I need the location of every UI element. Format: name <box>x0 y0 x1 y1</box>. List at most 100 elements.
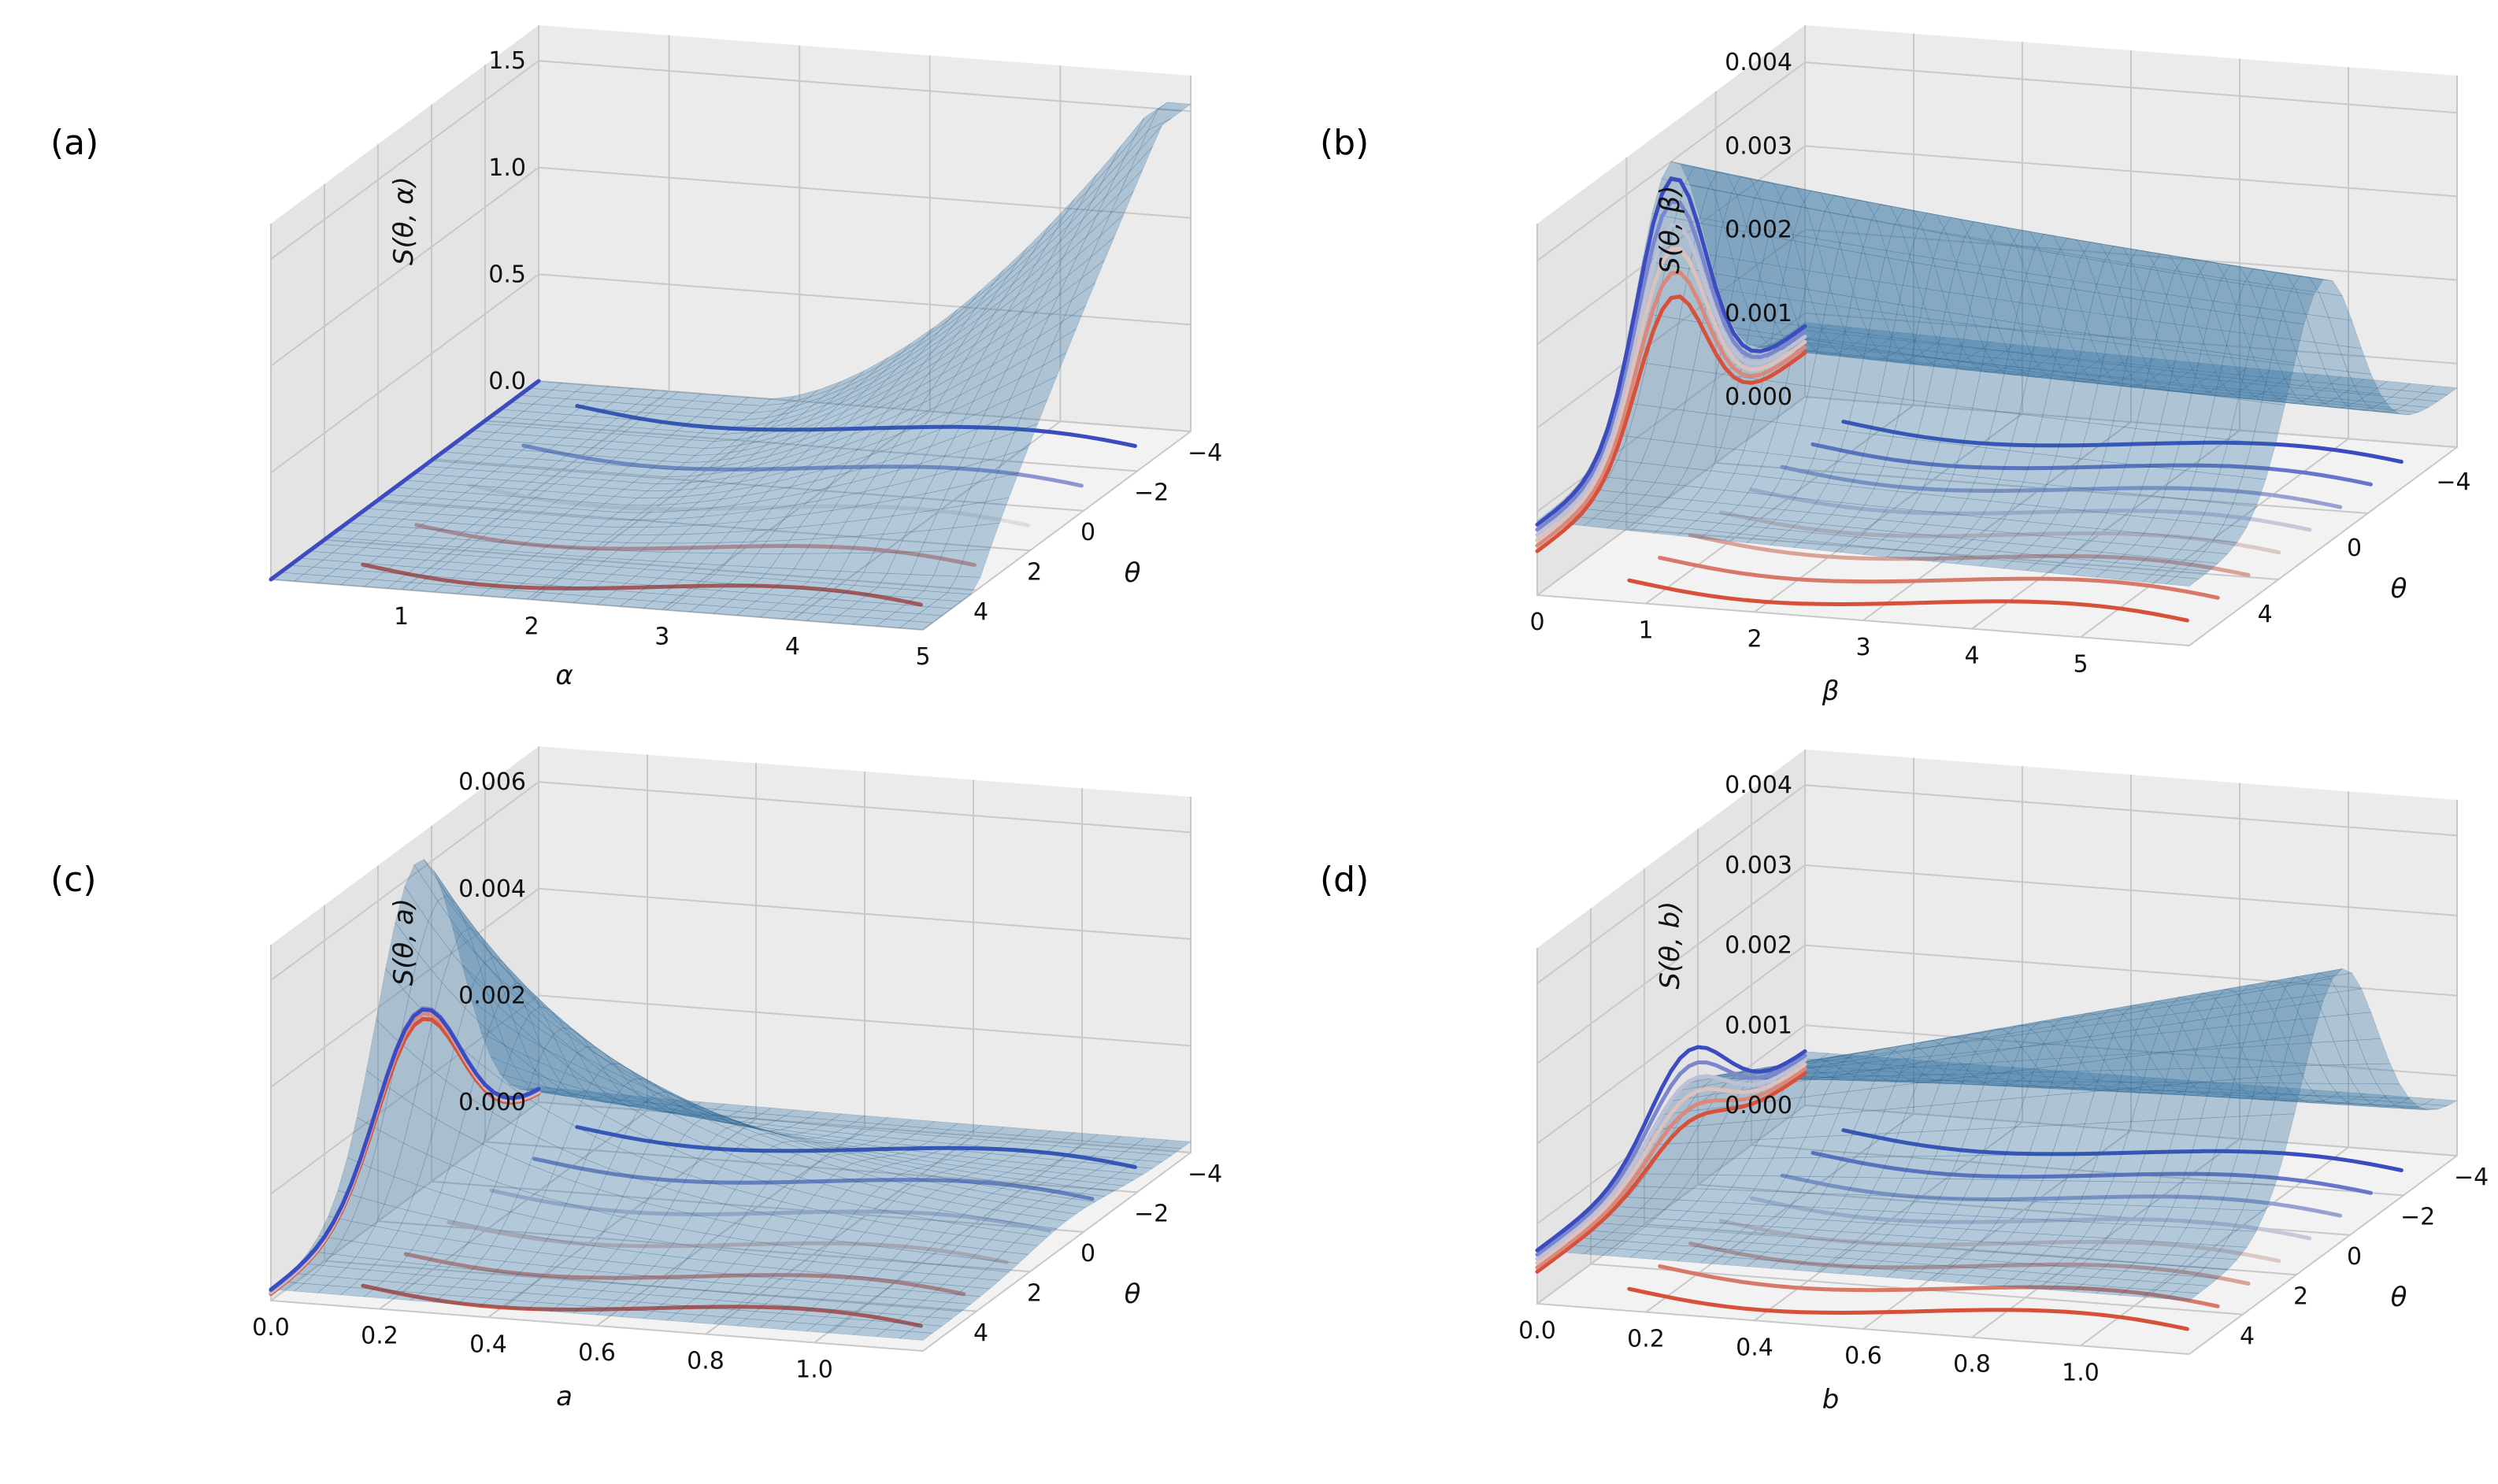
contour-line <box>575 404 1137 448</box>
surface-cell <box>458 547 492 557</box>
y-axis-label: θ <box>2391 1282 2407 1313</box>
surface-cell <box>1091 157 1125 202</box>
surface-cell <box>2307 374 2341 384</box>
surface-cell <box>2133 379 2168 391</box>
surface-cell <box>1848 537 1884 548</box>
surface-cell <box>543 1173 577 1204</box>
surface-cell <box>899 1330 933 1341</box>
surface-cell <box>1650 1186 1684 1201</box>
surface-cell <box>569 1035 602 1068</box>
surface-cell <box>863 1141 897 1148</box>
surface-cell <box>478 1030 513 1081</box>
surface-cell <box>1980 370 2014 376</box>
surface-cell <box>576 478 611 488</box>
surface-cell <box>526 1301 561 1312</box>
surface-cell <box>2072 567 2107 578</box>
contour-line <box>1718 1219 2281 1264</box>
surface-cell <box>653 421 688 431</box>
surface-cell <box>756 1255 791 1269</box>
surface-cell <box>473 517 507 527</box>
surface-cell <box>605 457 640 467</box>
surface-cell <box>536 584 570 594</box>
surface-cell <box>2058 557 2093 568</box>
surface-cell <box>947 575 981 595</box>
surface-cell <box>1936 214 1970 238</box>
surface-cell <box>465 446 500 456</box>
surface-cell <box>556 1203 591 1228</box>
surface-cell <box>817 553 851 572</box>
surface-cell <box>662 453 696 463</box>
surface-cell <box>617 542 651 552</box>
surface-cell <box>1862 246 1896 285</box>
surface-cell <box>1030 257 1064 295</box>
z-axis-label: S(θ, b) <box>1655 901 1686 990</box>
surface-cell <box>713 1119 747 1127</box>
surface-cell <box>2137 346 2172 372</box>
surface-cell <box>1004 1242 1039 1255</box>
surface-cell <box>407 1184 441 1216</box>
surface-cell <box>839 382 873 404</box>
surface-cell <box>591 1290 627 1301</box>
surface-cell <box>745 447 779 462</box>
surface-cell <box>573 423 608 433</box>
surface-cell <box>725 1124 761 1138</box>
surface-cell <box>2101 369 2137 379</box>
surface-cell <box>565 524 600 535</box>
surface-cell <box>1043 1178 1078 1186</box>
surface-cell <box>1887 360 1921 366</box>
z-axis-label: S(θ, a) <box>388 898 420 986</box>
surface-cell <box>1080 1188 1115 1197</box>
surface-cell <box>387 581 421 591</box>
z-tick-label: 1.0 <box>488 154 526 182</box>
surface-cell <box>1874 257 1909 305</box>
surface-cell <box>960 314 994 346</box>
surface-cell <box>1996 368 2029 415</box>
surface-cell <box>580 1208 614 1232</box>
surface-cell <box>914 347 947 376</box>
surface-cell <box>788 1123 824 1131</box>
surface-cell <box>691 563 725 575</box>
surface-cell <box>502 1300 538 1310</box>
surface-cell <box>626 1105 660 1110</box>
surface-cell <box>2048 254 2081 290</box>
surface-cell <box>1740 176 1774 184</box>
surface-cell <box>444 1220 478 1243</box>
surface-cell <box>1946 232 1980 266</box>
surface-cell <box>1917 213 1951 234</box>
surface-cell <box>720 486 755 500</box>
surface-cell <box>433 1294 468 1305</box>
surface-cell <box>934 448 969 476</box>
surface-cell <box>598 386 633 396</box>
surface-cell <box>778 1305 813 1316</box>
surface-cell <box>593 1230 628 1250</box>
surface-cell <box>1993 364 2028 376</box>
surface-cell <box>2004 344 2039 354</box>
surface-cell <box>1929 358 1964 366</box>
surface-cell <box>1124 1144 1159 1154</box>
surface-cell <box>2059 487 2094 512</box>
surface-cell <box>737 566 772 579</box>
surface-cell <box>867 1296 902 1307</box>
surface-cell <box>1787 185 1821 194</box>
surface-cell <box>713 1273 748 1285</box>
surface-cell <box>621 1263 655 1277</box>
surface-cell <box>956 549 991 578</box>
surface-cell <box>642 468 677 478</box>
y-tick-label: 2 <box>1027 558 1042 586</box>
surface-cell <box>424 553 459 563</box>
surface-cell <box>943 308 977 339</box>
surface-cell <box>639 542 674 553</box>
surface-cell <box>2002 268 2037 305</box>
surface-cell <box>878 1235 913 1250</box>
surface-cell <box>2262 269 2296 290</box>
surface-cell <box>852 616 887 627</box>
surface-cell <box>747 553 781 568</box>
x-tick-label: 5 <box>915 643 930 671</box>
surface-cell <box>788 588 822 598</box>
surface-cell <box>1663 1199 1698 1212</box>
surface-cell <box>2232 476 2266 507</box>
contour-line <box>1780 1173 2343 1218</box>
surface-cell <box>965 523 1000 551</box>
y-tick-label: 0 <box>1080 519 1095 546</box>
surface-cell <box>980 431 1015 463</box>
